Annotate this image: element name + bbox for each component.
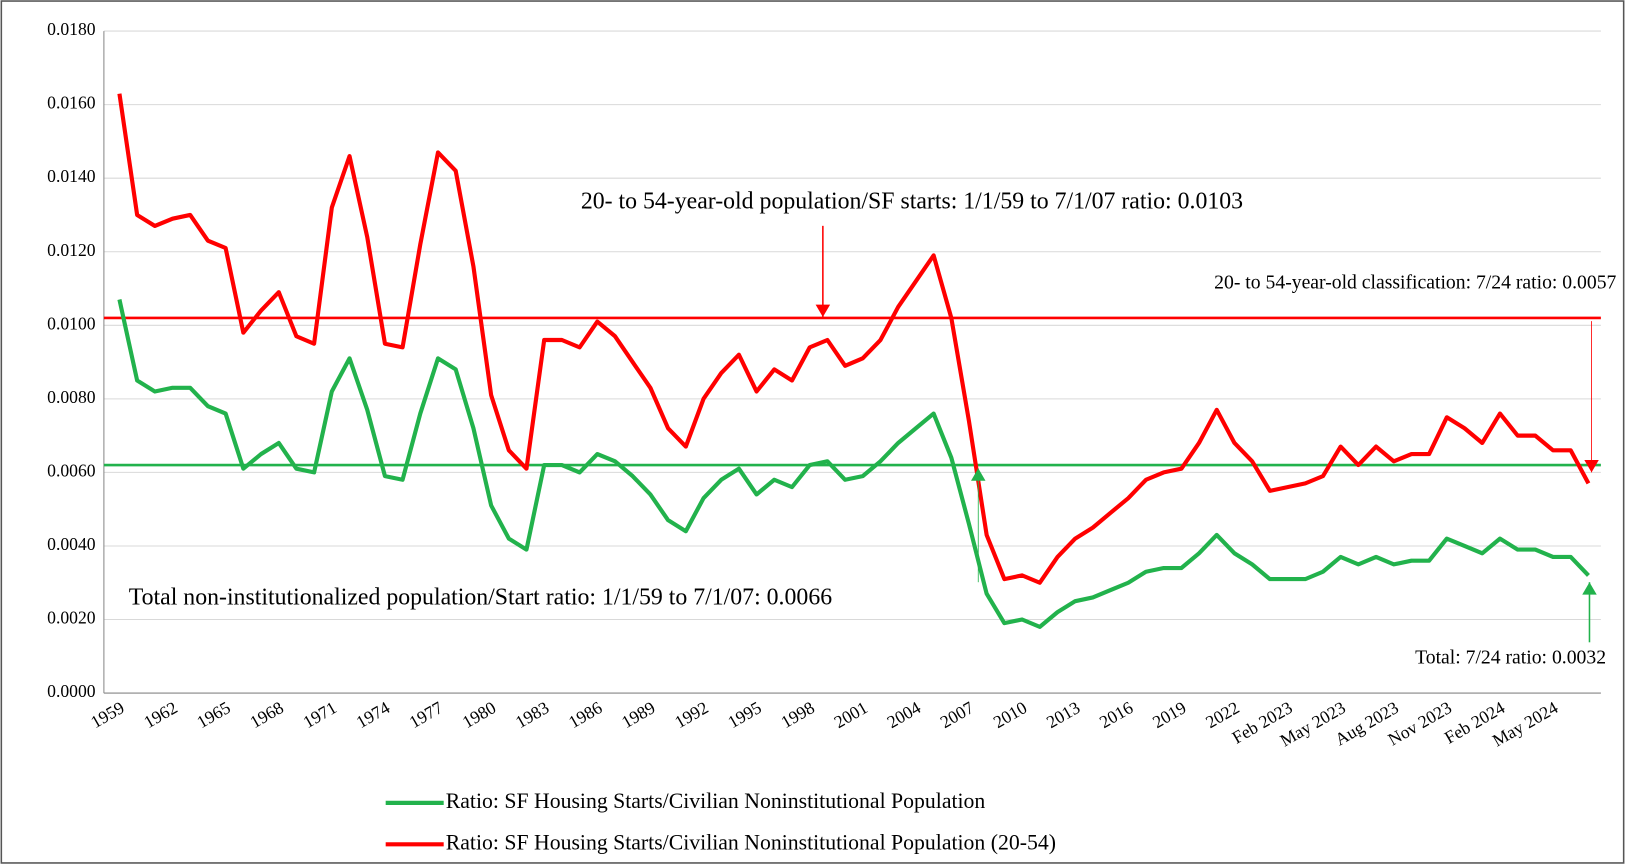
y-tick-label: 0.0180 <box>47 19 96 39</box>
arrow-head <box>815 304 831 318</box>
y-tick-label: 0.0000 <box>47 681 96 701</box>
y-tick-label: 0.0040 <box>47 534 96 554</box>
arrow-head <box>1582 582 1597 595</box>
legend-label: Ratio: SF Housing Starts/Civilian Nonins… <box>446 789 986 813</box>
legend-label: Ratio: SF Housing Starts/Civilian Nonins… <box>446 830 1056 854</box>
annotation: 20- to 54-year-old classification: 7/24 … <box>1214 271 1616 293</box>
series-line <box>117 93 1591 585</box>
arrow-head <box>971 468 986 481</box>
y-tick-label: 0.0100 <box>47 313 96 333</box>
y-tick-label: 0.0160 <box>47 93 96 113</box>
arrow-head <box>1584 459 1599 473</box>
y-tick-label: 0.0020 <box>47 608 96 628</box>
annotation: Total: 7/24 ratio: 0.0032 <box>1415 646 1606 668</box>
y-tick-label: 0.0080 <box>47 387 96 407</box>
annotation: 20- to 54-year-old population/SF starts:… <box>581 189 1243 215</box>
annotation: Total non-institutionalized population/S… <box>129 584 832 610</box>
y-tick-label: 0.0120 <box>47 240 96 260</box>
y-tick-label: 0.0060 <box>47 460 96 480</box>
y-tick-label: 0.0140 <box>47 166 96 186</box>
series-line <box>117 299 1590 629</box>
